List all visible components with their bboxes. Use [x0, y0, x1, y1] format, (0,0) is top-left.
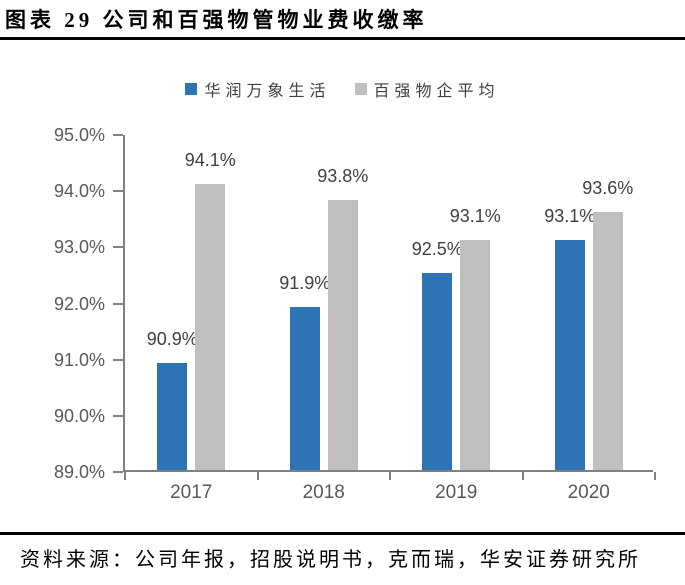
- x-axis-tick: [256, 472, 259, 480]
- bar-series1-2020: 93.6%: [582, 178, 633, 470]
- bar-value-label: 90.9%: [146, 329, 198, 350]
- bar-series0-2017: 90.9%: [147, 329, 198, 470]
- title-divider: [0, 37, 685, 40]
- x-axis-tick: [124, 472, 126, 480]
- bar-series0-2020: 93.1%: [544, 206, 595, 470]
- y-axis-tick-label: 89.0%: [53, 462, 105, 482]
- y-axis-tick: [113, 358, 123, 361]
- y-axis-tick-label: 92.0%: [53, 293, 105, 314]
- bar-group-2019: 92.5% 93.1%: [390, 135, 523, 470]
- y-axis-tick-label: 90.0%: [53, 405, 105, 426]
- bar-group-2020: 93.1% 93.6%: [523, 135, 656, 470]
- x-axis-label-2019: 2019: [435, 482, 478, 503]
- y-axis-tick: [113, 190, 123, 193]
- bar-series0-2019: 92.5%: [412, 239, 463, 470]
- bar-value-label: 93.6%: [582, 177, 634, 198]
- y-axis-tick-label: 95.0%: [53, 125, 105, 145]
- y-axis-tick: [113, 471, 123, 473]
- legend-swatch-blue: [185, 83, 198, 95]
- bar-value-label: 93.1%: [449, 205, 501, 226]
- bar-group-2018: 91.9% 93.8%: [258, 135, 391, 470]
- chart-title: 图表 29 公司和百强物管物业费收缴率: [5, 8, 428, 32]
- y-axis-tick: [113, 414, 123, 417]
- y-axis-tick: [113, 246, 123, 249]
- x-axis-tick: [654, 472, 656, 480]
- bar-series1-2018: 93.8%: [317, 166, 368, 470]
- bar-series1-2017: 94.1%: [185, 150, 236, 470]
- bar-value-label: 91.9%: [279, 273, 331, 294]
- legend-label-top100: 百强物企平均: [373, 83, 500, 100]
- source-note: 资料来源：公司年报，招股说明书，克而瑞，华安证券研究所: [20, 549, 641, 571]
- x-axis-tick: [521, 472, 524, 480]
- y-axis-tick: [113, 134, 123, 136]
- bar-value-label: 94.1%: [184, 149, 236, 170]
- x-axis-label-2018: 2018: [302, 482, 345, 503]
- x-axis-label-2020: 2020: [567, 482, 610, 503]
- legend-item-top100: 百强物企平均: [354, 77, 500, 101]
- y-axis-tick-label: 93.0%: [53, 237, 105, 258]
- x-axis-label-2017: 2017: [170, 482, 213, 503]
- legend-swatch-gray: [354, 83, 367, 95]
- bar-group-2017: 90.9% 94.1%: [125, 135, 258, 470]
- x-axis-tick: [389, 472, 391, 480]
- legend-item-company: 华润万象生活: [185, 77, 330, 101]
- bar-value-label: 92.5%: [411, 239, 463, 260]
- bar-value-label: 93.1%: [544, 205, 596, 226]
- chart-legend: 华润万象生活 百强物企平均: [0, 77, 685, 101]
- bar-series0-2018: 91.9%: [279, 273, 330, 470]
- bar-value-label: 93.8%: [317, 166, 369, 187]
- y-axis-tick: [113, 302, 123, 305]
- legend-label-company: 华润万象生活: [204, 83, 331, 100]
- plot-area: 95.0% 94.0% 93.0% 92.0% 91.0% 90.0% 89.0% 90.9%…: [54, 125, 656, 503]
- y-axis-tick-label: 91.0%: [53, 349, 105, 370]
- bar-series1-2019: 93.1%: [450, 206, 501, 470]
- footer-divider: [0, 532, 685, 535]
- y-axis-tick-label: 94.0%: [53, 181, 105, 202]
